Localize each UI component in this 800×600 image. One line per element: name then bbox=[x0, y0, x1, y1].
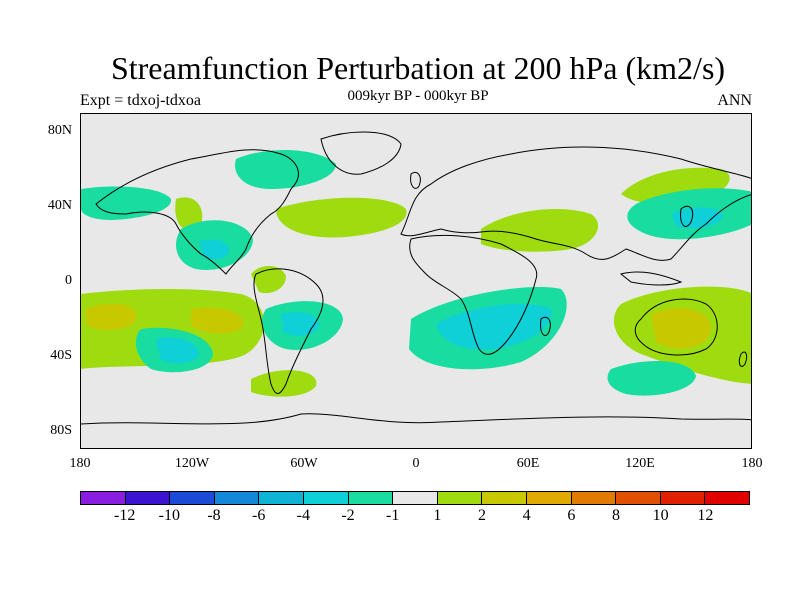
anomaly-region-4-pacific-east bbox=[191, 307, 244, 334]
anomaly-region-neg2-canada bbox=[235, 149, 336, 189]
coastline-north-america bbox=[95, 149, 299, 275]
coastline-africa bbox=[409, 234, 538, 355]
colorbar-label: -2 bbox=[341, 507, 355, 524]
colorbar-swatch-2 bbox=[170, 492, 215, 504]
coastline-japan bbox=[680, 205, 694, 227]
map-svg bbox=[81, 131, 751, 425]
coastline-australia bbox=[634, 298, 718, 356]
colorbar-swatch-8 bbox=[437, 492, 483, 504]
colorbar-swatch-13 bbox=[660, 492, 706, 504]
anomaly-region-2-south-atlantic bbox=[251, 370, 317, 397]
colorbar-label: 4 bbox=[522, 507, 531, 524]
colorbar-label: -8 bbox=[207, 507, 221, 524]
anomaly-region-neg4-south-pacific bbox=[156, 337, 199, 364]
map-plot-area bbox=[80, 113, 752, 449]
map-subtitle: 009kyr BP - 000kyr BP bbox=[347, 88, 489, 104]
colorbar-label: -1 bbox=[385, 507, 400, 524]
colorbar bbox=[80, 491, 750, 505]
colorbar-swatch-11 bbox=[571, 492, 617, 504]
colorbar-label: 8 bbox=[612, 507, 620, 524]
anomaly-region-2-north-atlantic bbox=[276, 197, 407, 238]
anomaly-region-neg2-north-pacific-west bbox=[81, 186, 172, 220]
lon-label-0: 0 bbox=[412, 456, 420, 471]
colorbar-swatch-7 bbox=[393, 492, 438, 504]
anomaly-region-4-australia bbox=[651, 308, 711, 349]
lat-label-40n: 40N bbox=[47, 198, 72, 213]
coastline-south-america bbox=[253, 268, 324, 394]
lat-label-80n: 80N bbox=[47, 123, 72, 138]
colorbar-label: -6 bbox=[251, 507, 266, 524]
colorbar-swatch-0 bbox=[81, 492, 126, 504]
anomaly-region-neg4-south-america bbox=[281, 312, 320, 336]
lat-label-80s: 80S bbox=[50, 423, 72, 438]
colorbar-label: -4 bbox=[296, 507, 310, 524]
lon-label-120w: 120W bbox=[174, 456, 210, 471]
experiment-label: Expt = tdxoj-tdxoa bbox=[80, 92, 202, 109]
coastlines bbox=[81, 131, 751, 425]
map-title: Streamfunction Perturbation at 200 hPa (… bbox=[110, 50, 726, 86]
anomaly-region-neg2-southern-ocean bbox=[607, 360, 696, 396]
anomaly-region-2-middle-east bbox=[481, 209, 599, 252]
colorbar-swatch-9 bbox=[482, 492, 527, 504]
lon-label-180w: 180 bbox=[69, 456, 91, 471]
lon-label-180e: 180 bbox=[741, 456, 763, 471]
coastline-antarctica bbox=[81, 413, 751, 425]
coastline-madagascar bbox=[540, 316, 551, 336]
colorbar-label: -12 bbox=[113, 507, 136, 524]
coastline-uk bbox=[410, 171, 421, 189]
colorbar-swatch-12 bbox=[616, 492, 661, 504]
coastline-greenland bbox=[320, 131, 402, 175]
colorbar-label: -10 bbox=[158, 507, 180, 524]
colorbar-swatch-4 bbox=[259, 492, 304, 504]
lon-label-120e: 120E bbox=[625, 456, 655, 471]
coastline-new-zealand bbox=[738, 351, 748, 367]
colorbar-label: 2 bbox=[478, 507, 486, 524]
anomaly-region-2-north-america bbox=[175, 197, 203, 231]
season-label: ANN bbox=[717, 92, 752, 109]
anomaly-region-neg4-gulf bbox=[199, 239, 230, 260]
anomaly-region-4-pacific bbox=[86, 303, 137, 331]
colorbar-label: 10 bbox=[652, 507, 669, 524]
colorbar-swatch-10 bbox=[526, 492, 572, 504]
lon-label-60e: 60E bbox=[516, 456, 540, 471]
colorbar-swatch-14 bbox=[705, 492, 749, 504]
lat-label-eq: 0 bbox=[65, 273, 72, 288]
colorbar-label: 12 bbox=[697, 507, 714, 524]
colorbar-label: 6 bbox=[567, 507, 576, 524]
colorbar-swatch-3 bbox=[214, 492, 260, 504]
lat-label-40s: 40S bbox=[50, 348, 72, 363]
colorbar-swatch-1 bbox=[125, 492, 171, 504]
colorbar-label: 1 bbox=[433, 507, 442, 524]
coastline-eurasia bbox=[400, 146, 751, 261]
lon-label-60w: 60W bbox=[290, 456, 318, 471]
anomaly-region-neg4-west-pacific bbox=[671, 207, 723, 229]
coastline-indonesia bbox=[619, 271, 683, 286]
colorbar-swatch-5 bbox=[303, 492, 349, 504]
colorbar-swatch-6 bbox=[348, 492, 394, 504]
